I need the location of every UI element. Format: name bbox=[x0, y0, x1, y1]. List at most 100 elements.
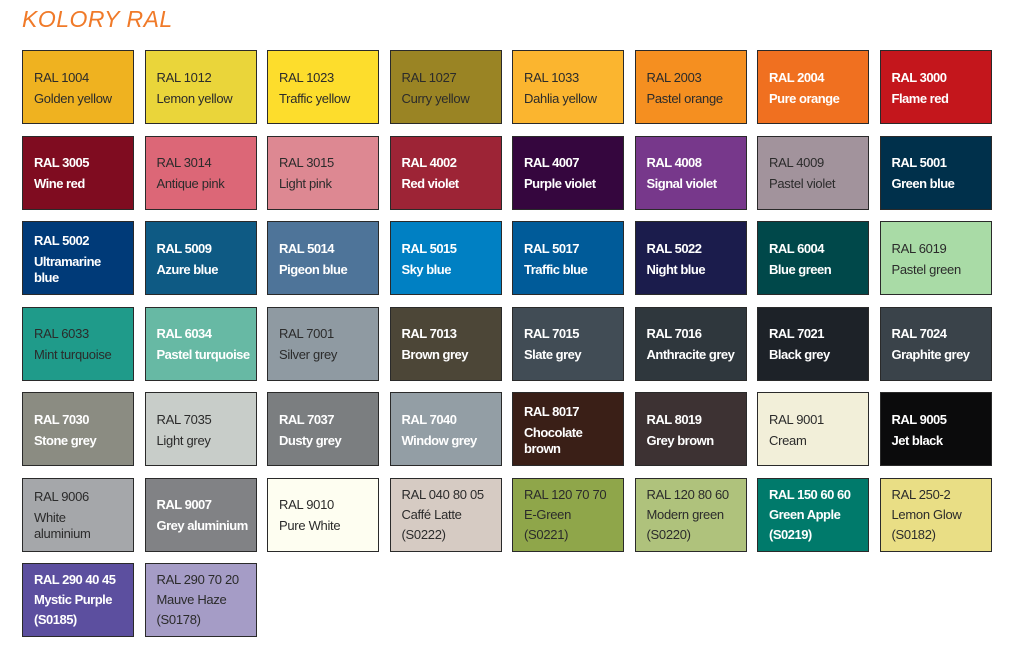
swatch-subcode: (S0219) bbox=[769, 526, 812, 542]
swatch-code: RAL 7013 bbox=[401, 326, 458, 341]
color-swatch: RAL 5014 Pigeon blue bbox=[267, 221, 379, 295]
color-swatch: RAL 7013 Brown grey bbox=[389, 306, 502, 381]
swatch-name: Curry yellow bbox=[401, 90, 470, 106]
color-swatch: RAL 9006 White aluminium bbox=[22, 477, 134, 552]
swatch-code: RAL 8017 bbox=[524, 403, 580, 419]
color-swatch-grid: RAL 1004 Golden yellow RAL 1012 Lemon yello… bbox=[22, 50, 992, 637]
color-swatch: RAL 1033 Dahlia yellow bbox=[512, 50, 624, 124]
color-swatch: RAL 5022 Night blue bbox=[634, 221, 747, 295]
swatch-name: Dusty grey bbox=[279, 432, 342, 448]
swatch-name: Lemon yellow bbox=[156, 90, 233, 106]
color-swatch: RAL 250-2 Lemon Glow (S0182) bbox=[879, 477, 992, 552]
swatch-name: E-Green bbox=[524, 506, 572, 522]
swatch-name: Mauve Haze bbox=[156, 592, 227, 607]
swatch-code: RAL 5002 bbox=[34, 232, 90, 248]
swatch-name: Pastel turquoise bbox=[156, 347, 251, 362]
color-swatch: RAL 9005 Jet black bbox=[879, 392, 992, 466]
color-swatch: RAL 5002 Ultramarine blue bbox=[22, 221, 134, 295]
swatch-subcode: (S0221) bbox=[524, 526, 569, 542]
swatch-name: Flame red bbox=[891, 90, 949, 106]
color-swatch: RAL 6034 Pastel turquoise bbox=[144, 306, 257, 381]
swatch-name: Red violet bbox=[401, 176, 460, 191]
swatch-code: RAL 6019 bbox=[891, 240, 947, 256]
swatch-name: Pastel green bbox=[891, 261, 962, 277]
swatch-name: Caffé Latte bbox=[401, 506, 462, 522]
swatch-code: RAL 7040 bbox=[401, 411, 458, 427]
swatch-code: RAL 7001 bbox=[279, 326, 334, 341]
color-swatch: RAL 6004 Blue green bbox=[757, 221, 869, 295]
swatch-code: RAL 1004 bbox=[34, 69, 89, 85]
color-swatch: RAL 120 70 70 E-Green (S0221) bbox=[512, 477, 624, 552]
color-swatch: RAL 9007 Grey aluminium bbox=[144, 477, 257, 552]
swatch-code: RAL 5014 bbox=[279, 240, 335, 256]
swatch-code: RAL 1033 bbox=[524, 69, 579, 85]
swatch-code: RAL 7024 bbox=[891, 326, 948, 341]
color-swatch: RAL 3015 Light pink bbox=[267, 135, 379, 210]
color-swatch: RAL 5001 Green blue bbox=[879, 135, 992, 210]
swatch-code: RAL 1027 bbox=[401, 69, 457, 85]
swatch-name: Jet black bbox=[891, 432, 944, 448]
swatch-name: White aluminium bbox=[34, 510, 91, 541]
swatch-code: RAL 3014 bbox=[156, 155, 212, 170]
swatch-name: Antique pink bbox=[156, 176, 225, 191]
color-swatch: RAL 1012 Lemon yellow bbox=[144, 50, 257, 124]
swatch-code: RAL 120 80 60 bbox=[646, 486, 730, 502]
swatch-code: RAL 250-2 bbox=[891, 486, 951, 502]
swatch-code: RAL 5022 bbox=[646, 240, 703, 256]
swatch-name: Blue green bbox=[769, 261, 832, 277]
color-swatch: RAL 4008 Signal violet bbox=[634, 135, 747, 210]
color-swatch: RAL 7016 Anthracite grey bbox=[634, 306, 747, 381]
swatch-name: Pastel violet bbox=[769, 176, 836, 191]
swatch-code: RAL 4009 bbox=[769, 155, 824, 170]
swatch-code: RAL 8019 bbox=[646, 411, 703, 427]
swatch-name: Modern green bbox=[646, 506, 725, 522]
swatch-name: Light grey bbox=[156, 432, 211, 448]
color-swatch: RAL 7021 Black grey bbox=[757, 306, 869, 381]
swatch-name: Azure blue bbox=[156, 261, 219, 277]
swatch-name: Wine red bbox=[34, 176, 85, 191]
swatch-name: Grey aluminium bbox=[156, 518, 249, 533]
swatch-name: Signal violet bbox=[646, 176, 718, 191]
swatch-name: Slate grey bbox=[524, 347, 582, 362]
swatch-code: RAL 7021 bbox=[769, 326, 825, 341]
swatch-code: RAL 120 70 70 bbox=[524, 486, 607, 502]
color-swatch: RAL 2004 Pure orange bbox=[757, 50, 869, 124]
swatch-name: Night blue bbox=[646, 261, 706, 277]
swatch-code: RAL 6004 bbox=[769, 240, 825, 256]
swatch-code: RAL 7030 bbox=[34, 411, 90, 427]
swatch-name: Pure orange bbox=[769, 90, 840, 106]
swatch-name: Light pink bbox=[279, 176, 332, 191]
color-swatch: RAL 4002 Red violet bbox=[389, 135, 502, 210]
swatch-code: RAL 6033 bbox=[34, 326, 89, 341]
swatch-name: Green blue bbox=[891, 176, 955, 191]
swatch-name: Purple violet bbox=[524, 176, 596, 191]
color-swatch: RAL 7024 Graphite grey bbox=[879, 306, 992, 381]
swatch-name: Mint turquoise bbox=[34, 347, 112, 362]
swatch-code: RAL 290 40 45 bbox=[34, 572, 116, 587]
color-swatch: RAL 7015 Slate grey bbox=[512, 306, 624, 381]
swatch-code: RAL 2004 bbox=[769, 69, 825, 85]
color-swatch: RAL 1027 Curry yellow bbox=[389, 50, 502, 124]
color-swatch: RAL 150 60 60 Green Apple (S0219) bbox=[757, 477, 869, 552]
swatch-code: RAL 6034 bbox=[156, 326, 213, 341]
swatch-code: RAL 5015 bbox=[401, 240, 458, 256]
swatch-name: Pure White bbox=[279, 518, 341, 533]
swatch-name: Lemon Glow bbox=[891, 506, 962, 522]
swatch-code: RAL 2003 bbox=[646, 69, 702, 85]
swatch-code: RAL 9010 bbox=[279, 497, 334, 512]
swatch-code: RAL 4007 bbox=[524, 155, 580, 170]
swatch-code: RAL 4008 bbox=[646, 155, 703, 170]
color-swatch: RAL 7001 Silver grey bbox=[267, 306, 379, 381]
swatch-name: Green Apple bbox=[769, 506, 841, 522]
color-swatch: RAL 6033 Mint turquoise bbox=[22, 306, 134, 381]
swatch-code: RAL 7016 bbox=[646, 326, 703, 341]
swatch-code: RAL 7035 bbox=[156, 411, 212, 427]
swatch-code: RAL 4002 bbox=[401, 155, 458, 170]
swatch-name: Black grey bbox=[769, 347, 830, 362]
color-swatch: RAL 120 80 60 Modern green (S0220) bbox=[634, 477, 747, 552]
swatch-code: RAL 1012 bbox=[156, 69, 212, 85]
color-swatch: RAL 7037 Dusty grey bbox=[267, 392, 379, 466]
color-swatch: RAL 7035 Light grey bbox=[144, 392, 257, 466]
swatch-subcode: (S0185) bbox=[34, 612, 77, 627]
color-swatch: RAL 040 80 05 Caffé Latte (S0222) bbox=[389, 477, 502, 552]
